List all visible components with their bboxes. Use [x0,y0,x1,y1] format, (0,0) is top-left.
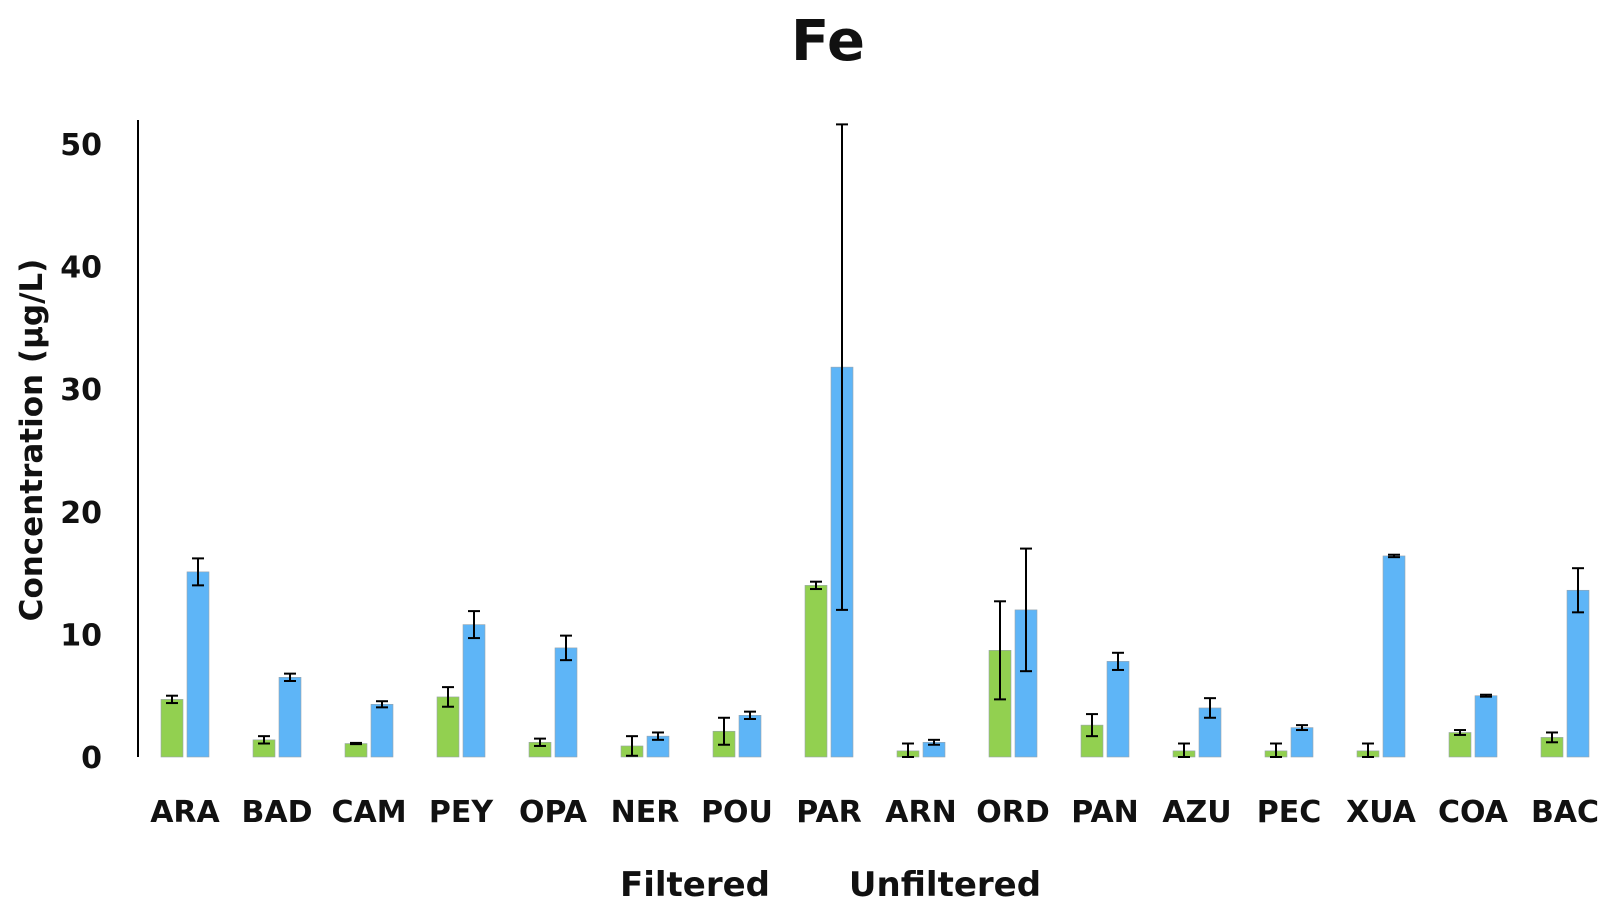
bar-cam-filtered [344,743,368,758]
y-tick-label: 50 [60,128,102,163]
error-bar-xua-filtered [1362,742,1374,758]
y-tick-label: 0 [81,741,102,776]
error-bar-bac-filtered [1546,731,1558,744]
category-label-bac: BAC [1531,795,1599,830]
bar-pou-unfiltered [738,715,762,758]
error-bars-group [166,123,1584,758]
y-tick-label: 30 [60,373,102,408]
error-bar-arn-filtered [902,742,914,758]
error-bar-pou-unfiltered [744,710,756,720]
y-tick-label: 20 [60,496,102,531]
error-bar-pec-filtered [1270,742,1282,758]
category-label-arn: ARN [885,795,956,830]
category-label-coa: COA [1438,795,1509,830]
error-bar-xua-unfiltered [1388,553,1400,559]
category-label-cam: CAM [331,795,406,830]
category-label-bad: BAD [242,795,313,830]
category-label-ara: ARA [150,795,220,830]
bar-pan-unfiltered [1106,661,1130,758]
bar-xua-unfiltered [1382,555,1406,758]
y-tick-label: 10 [60,618,102,653]
y-tick-group: 0 10 20 30 40 50 [60,128,102,776]
error-bar-pou-filtered [718,716,730,746]
error-bar-coa-filtered [1454,729,1466,736]
legend: Filtered Unfiltered [620,865,1041,902]
error-bar-bad-unfiltered [284,672,296,682]
category-label-ord: ORD [976,795,1050,830]
category-label-pou: POU [701,795,773,830]
legend-entry-unfiltered: Unfiltered [849,865,1041,902]
bar-cam-unfiltered [370,703,394,758]
bar-ara-unfiltered [186,571,210,758]
category-label-pec: PEC [1257,795,1322,830]
error-bar-azu-unfiltered [1204,697,1216,719]
category-label-pey: PEY [429,795,494,830]
category-label-group: ARA BAD CAM PEY OPA NER POU PAR ARN ORD PAN AZU PEC X… [150,795,1599,830]
bars-group [160,366,1590,758]
error-bar-opa-unfiltered [560,634,572,662]
error-bar-ara-filtered [166,694,178,705]
error-bar-ner-unfiltered [652,731,664,741]
bar-opa-unfiltered [554,647,578,758]
error-bar-opa-filtered [534,737,546,747]
error-bar-ord-filtered [994,600,1006,701]
category-label-opa: OPA [519,795,588,830]
error-bar-pec-unfiltered [1296,724,1308,732]
error-bar-pan-filtered [1086,713,1098,738]
error-bar-par-filtered [810,580,822,591]
error-bar-par-unfiltered [836,123,848,611]
bar-bad-unfiltered [278,677,302,758]
category-label-par: PAR [796,795,862,830]
category-label-azu: AZU [1162,795,1231,830]
y-tick-label: 40 [60,251,102,286]
error-bar-pan-unfiltered [1112,651,1124,671]
bar-coa-filtered [1448,732,1472,758]
category-label-ner: NER [611,795,680,830]
error-bar-bad-filtered [258,735,270,745]
chart-title: Fe [791,9,865,74]
error-bar-ara-unfiltered [192,557,204,587]
error-bar-ord-unfiltered [1020,547,1032,673]
error-bar-ner-filtered [626,735,638,757]
error-bar-cam-unfiltered [376,700,388,709]
error-bar-coa-unfiltered [1480,693,1492,698]
error-bar-pey-filtered [442,686,454,708]
error-bar-pey-unfiltered [468,610,480,640]
bar-coa-unfiltered [1474,695,1498,758]
error-bar-arn-unfiltered [928,738,940,746]
legend-entry-filtered: Filtered [620,865,770,902]
error-bar-bac-unfiltered [1572,567,1584,614]
category-label-xua: XUA [1346,795,1417,830]
bar-ara-filtered [160,699,184,758]
bar-par-filtered [804,585,828,758]
category-label-pan: PAN [1071,795,1139,830]
error-bar-cam-filtered [350,741,362,746]
bar-pey-unfiltered [462,624,486,758]
error-bar-azu-filtered [1178,742,1190,758]
y-axis-label: Concentration (µg/L) [14,259,50,622]
bar-pec-unfiltered [1290,727,1314,758]
bar-bac-unfiltered [1566,589,1590,758]
